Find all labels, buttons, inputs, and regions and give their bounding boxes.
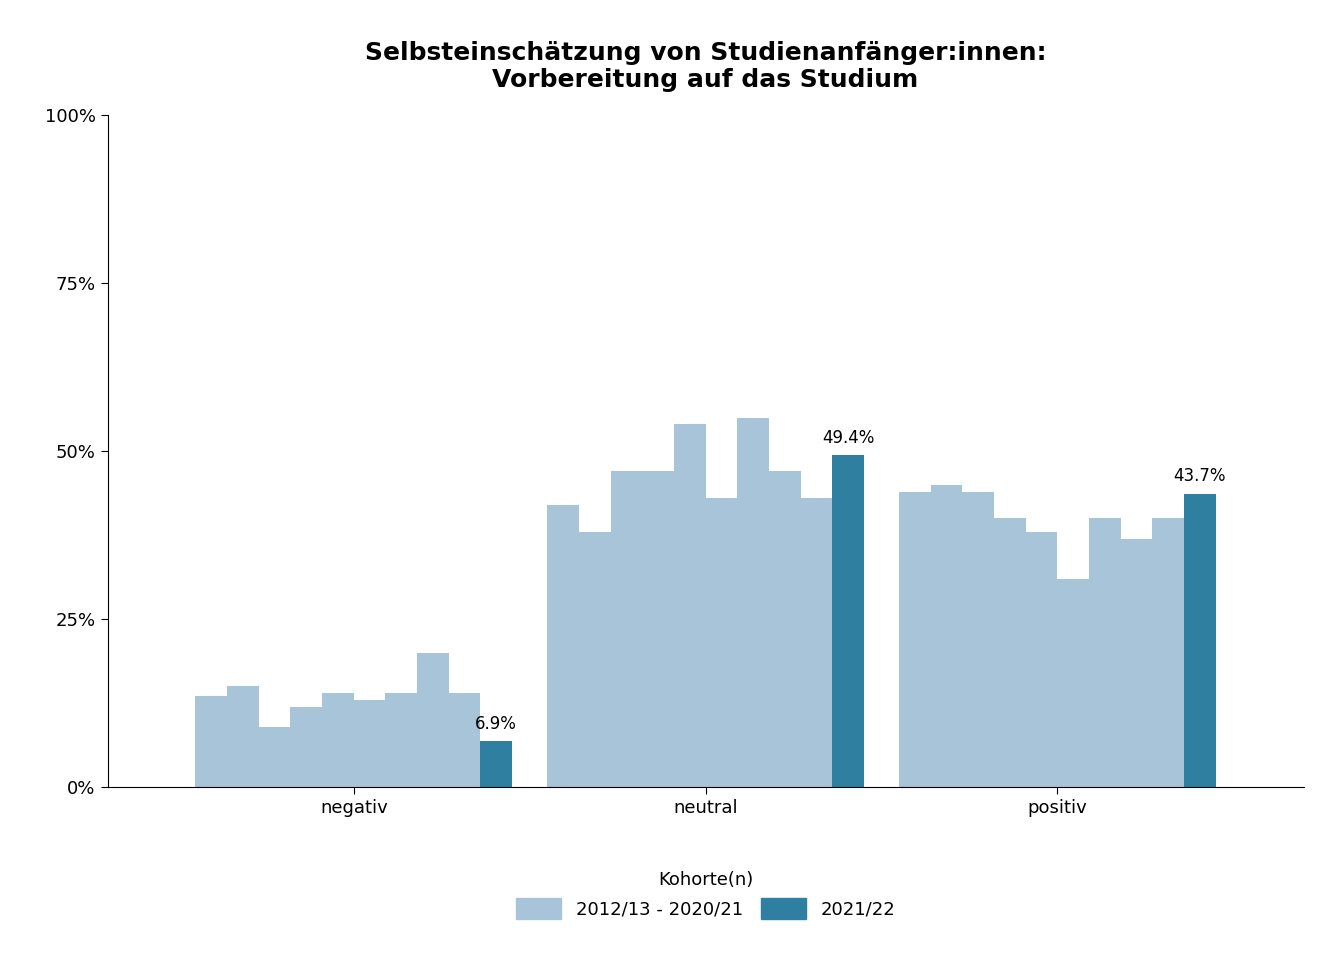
Bar — [1152, 518, 1184, 787]
Bar — [579, 532, 610, 787]
Bar — [832, 455, 864, 787]
Bar — [769, 471, 801, 787]
Bar — [673, 424, 706, 787]
Bar — [323, 693, 353, 787]
Bar — [931, 485, 962, 787]
Bar — [610, 471, 642, 787]
Bar — [290, 707, 323, 787]
Text: 6.9%: 6.9% — [476, 715, 517, 732]
Bar — [259, 727, 290, 787]
Bar — [1058, 579, 1089, 787]
Bar — [962, 492, 995, 787]
Bar — [995, 518, 1025, 787]
Bar — [1184, 493, 1216, 787]
Legend: 2012/13 - 2020/21, 2021/22: 2012/13 - 2020/21, 2021/22 — [509, 863, 902, 925]
Bar — [227, 686, 259, 787]
Bar — [195, 697, 227, 787]
Bar — [480, 741, 512, 787]
Bar — [1089, 518, 1121, 787]
Bar — [801, 498, 832, 787]
Text: 49.4%: 49.4% — [823, 429, 874, 447]
Bar — [899, 492, 931, 787]
Text: 43.7%: 43.7% — [1173, 468, 1226, 486]
Bar — [547, 505, 579, 787]
Bar — [353, 700, 386, 787]
Bar — [417, 653, 449, 787]
Bar — [386, 693, 417, 787]
Bar — [1121, 539, 1152, 787]
Bar — [738, 418, 769, 787]
Bar — [449, 693, 480, 787]
Title: Selbsteinschätzung von Studienanfänger:innen:
Vorbereitung auf das Studium: Selbsteinschätzung von Studienanfänger:i… — [364, 40, 1047, 92]
Bar — [1025, 532, 1058, 787]
Bar — [706, 498, 738, 787]
Bar — [642, 471, 673, 787]
